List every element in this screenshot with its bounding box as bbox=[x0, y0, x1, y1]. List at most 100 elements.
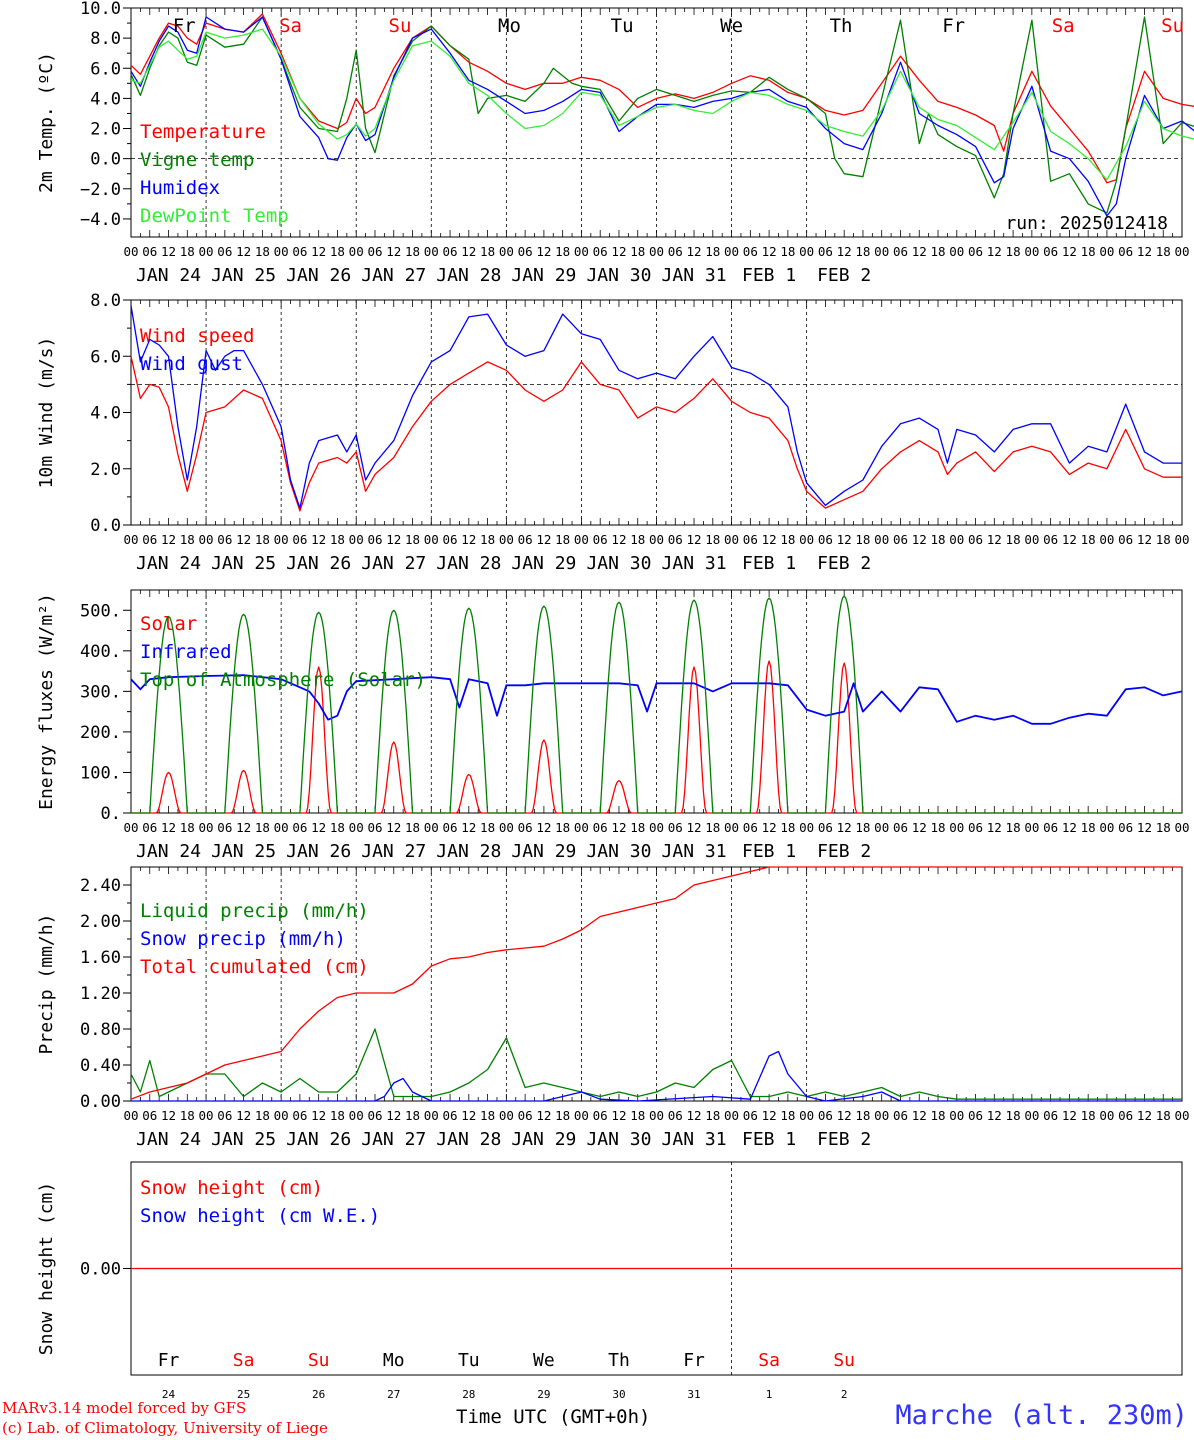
hour-tick-label: 18 bbox=[780, 532, 795, 547]
run-label: run: 2025012418 bbox=[1005, 213, 1168, 234]
series-line-temperature bbox=[130, 13, 1194, 184]
hour-tick-label: 18 bbox=[555, 1108, 570, 1123]
hour-tick-label: 18 bbox=[855, 820, 870, 835]
model-credit: MARv3.14 model forced by GFS bbox=[2, 1399, 247, 1417]
hour-tick-label: 06 bbox=[893, 244, 908, 259]
hour-tick-label: 18 bbox=[1081, 532, 1096, 547]
weekday-label: Fr bbox=[942, 15, 965, 37]
hour-tick-label: 12 bbox=[536, 244, 551, 259]
day-label: JAN 24 bbox=[136, 841, 201, 862]
series-line-vigne-temp bbox=[130, 16, 1194, 214]
hour-tick-label: 18 bbox=[1156, 1108, 1171, 1123]
y-tick-label: 0.0 bbox=[90, 516, 121, 536]
day-label: FEB 1 bbox=[742, 1129, 796, 1150]
legend-entry: DewPoint Temp bbox=[140, 205, 289, 227]
y-axis-label: Energy fluxes (W/m²) bbox=[36, 593, 57, 810]
hour-tick-label: 12 bbox=[611, 820, 626, 835]
y-tick-label: 400. bbox=[80, 642, 121, 662]
hour-tick-label: 12 bbox=[161, 1108, 176, 1123]
y-tick-label: −2.0 bbox=[80, 180, 121, 200]
hour-tick-label: 00 bbox=[799, 244, 814, 259]
y-axis-label: 10m Wind (m/s) bbox=[36, 337, 57, 489]
y-tick-label: 2.00 bbox=[80, 912, 121, 932]
series-line-liquid-precip-mm-h bbox=[130, 1028, 1182, 1100]
hour-tick-label: 06 bbox=[518, 1108, 533, 1123]
hour-tick-label: 12 bbox=[536, 1108, 551, 1123]
hour-tick-label: 18 bbox=[255, 532, 270, 547]
hour-tick-label: 18 bbox=[255, 820, 270, 835]
day-label: JAN 28 bbox=[436, 1129, 501, 1150]
hour-tick-label: 00 bbox=[1174, 532, 1189, 547]
bottom-weekday-label: Mo bbox=[383, 1350, 405, 1371]
day-label: FEB 2 bbox=[817, 1129, 871, 1150]
hour-tick-label: 06 bbox=[1043, 1108, 1058, 1123]
weekday-label: We bbox=[720, 15, 743, 37]
hour-tick-label: 06 bbox=[367, 1108, 382, 1123]
hour-tick-label: 06 bbox=[743, 244, 758, 259]
hour-tick-label: 18 bbox=[930, 532, 945, 547]
hour-tick-label: 06 bbox=[443, 1108, 458, 1123]
hour-tick-label: 06 bbox=[443, 820, 458, 835]
hour-tick-label: 18 bbox=[780, 1108, 795, 1123]
hour-tick-label: 00 bbox=[574, 1108, 589, 1123]
hour-tick-label: 18 bbox=[555, 244, 570, 259]
series-line-wind-speed bbox=[130, 356, 1182, 512]
hour-tick-label: 06 bbox=[1118, 820, 1133, 835]
y-tick-label: 10.0 bbox=[80, 0, 121, 19]
hour-tick-label: 00 bbox=[799, 820, 814, 835]
day-label: JAN 25 bbox=[211, 1129, 276, 1150]
hour-tick-label: 06 bbox=[292, 532, 307, 547]
bottom-day-number: 30 bbox=[612, 1388, 625, 1401]
hour-tick-label: 18 bbox=[1006, 244, 1021, 259]
hour-tick-label: 00 bbox=[1174, 1108, 1189, 1123]
hour-tick-label: 18 bbox=[480, 532, 495, 547]
hour-tick-label: 18 bbox=[330, 820, 345, 835]
hour-tick-label: 06 bbox=[743, 532, 758, 547]
hour-tick-label: 00 bbox=[424, 820, 439, 835]
hour-tick-label: 00 bbox=[649, 532, 664, 547]
hour-tick-label: 12 bbox=[461, 820, 476, 835]
day-label: JAN 31 bbox=[662, 841, 727, 862]
hour-tick-label: 00 bbox=[1099, 532, 1114, 547]
hour-tick-label: 06 bbox=[292, 820, 307, 835]
y-tick-label: 100. bbox=[80, 763, 121, 783]
hour-tick-label: 12 bbox=[762, 244, 777, 259]
legend-entry: Vigne temp bbox=[140, 149, 254, 171]
hour-tick-label: 06 bbox=[893, 820, 908, 835]
hour-tick-label: 18 bbox=[1081, 244, 1096, 259]
hour-tick-label: 00 bbox=[874, 244, 889, 259]
hour-tick-label: 06 bbox=[367, 532, 382, 547]
day-label: FEB 2 bbox=[817, 553, 871, 574]
weekday-label: Fr bbox=[173, 15, 196, 37]
day-label: FEB 1 bbox=[742, 841, 796, 862]
day-label: JAN 31 bbox=[662, 553, 727, 574]
plot-frame bbox=[130, 589, 1183, 814]
hour-tick-label: 12 bbox=[311, 532, 326, 547]
hour-tick-label: 18 bbox=[1156, 820, 1171, 835]
weekday-label: Th bbox=[830, 15, 853, 37]
hour-tick-label: 18 bbox=[330, 1108, 345, 1123]
series-line-total-cumulated-cm bbox=[130, 866, 1182, 1100]
hour-tick-label: 12 bbox=[161, 820, 176, 835]
legend-entry: Snow height (cm W.E.) bbox=[140, 1205, 380, 1227]
hour-tick-label: 06 bbox=[593, 244, 608, 259]
hour-tick-label: 18 bbox=[630, 532, 645, 547]
hour-tick-label: 00 bbox=[1099, 820, 1114, 835]
hour-tick-label: 00 bbox=[349, 1108, 364, 1123]
hour-tick-label: 06 bbox=[968, 244, 983, 259]
hour-tick-label: 00 bbox=[424, 1108, 439, 1123]
hour-tick-label: 06 bbox=[743, 820, 758, 835]
hour-tick-label: 12 bbox=[386, 820, 401, 835]
hour-tick-label: 12 bbox=[311, 820, 326, 835]
hour-tick-label: 00 bbox=[499, 244, 514, 259]
y-tick-label: 0.00 bbox=[80, 1092, 121, 1112]
hour-tick-label: 18 bbox=[555, 532, 570, 547]
y-tick-label: 0.40 bbox=[80, 1056, 121, 1076]
bottom-day-number: 28 bbox=[462, 1388, 475, 1401]
y-tick-label: 4.0 bbox=[90, 89, 121, 109]
hour-tick-label: 00 bbox=[724, 532, 739, 547]
y-axis-label: Precip (mm/h) bbox=[36, 914, 57, 1055]
hour-tick-label: 18 bbox=[705, 244, 720, 259]
hour-tick-label: 00 bbox=[499, 532, 514, 547]
y-tick-label: 2.0 bbox=[90, 120, 121, 140]
